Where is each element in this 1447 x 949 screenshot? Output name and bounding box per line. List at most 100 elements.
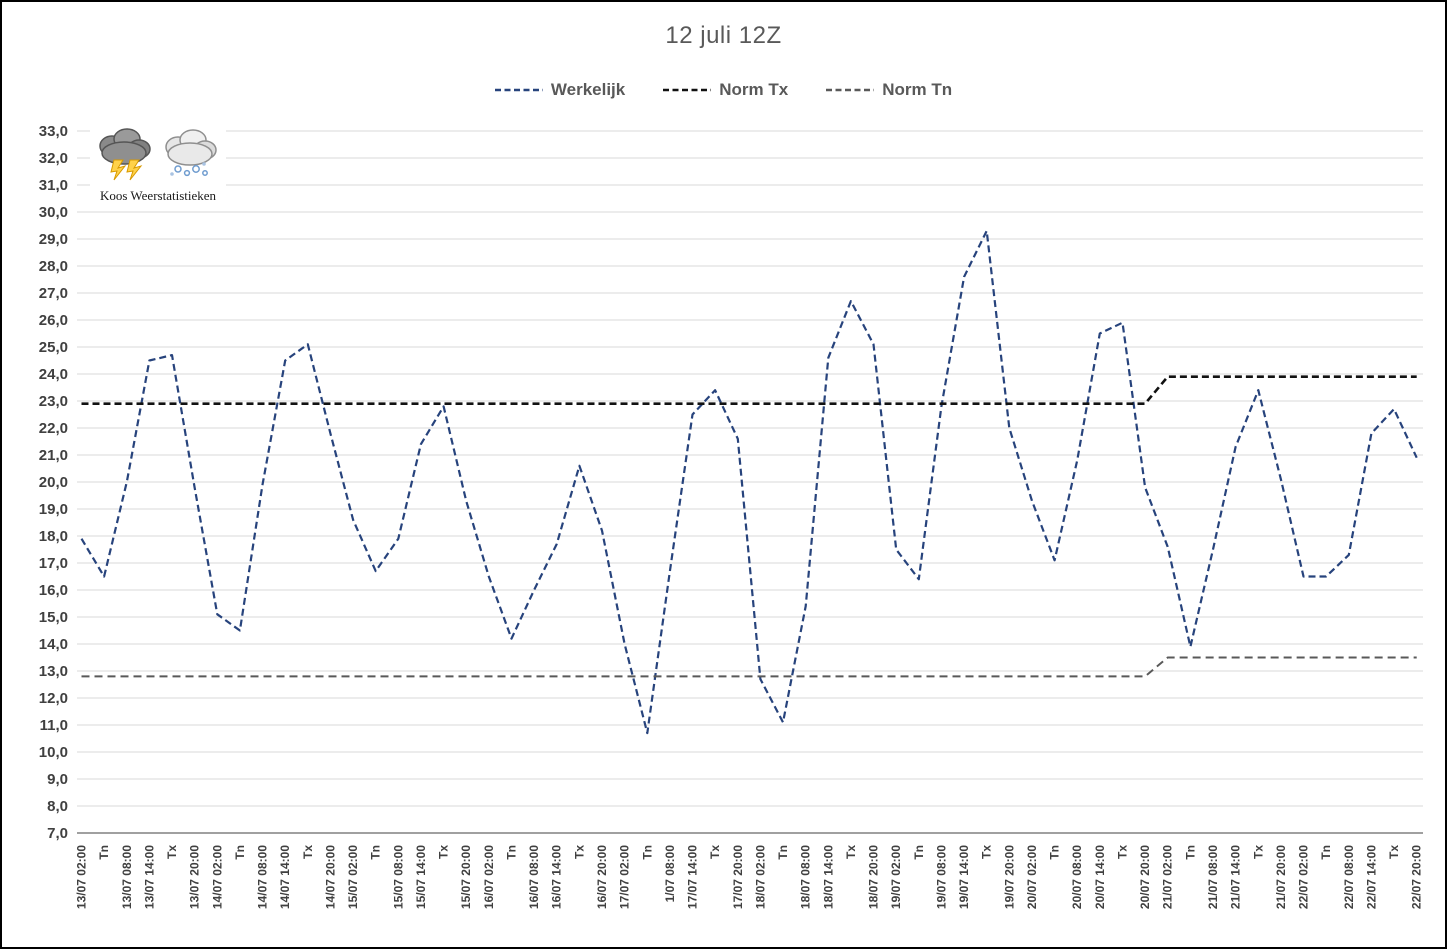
svg-text:13/07 14:00: 13/07 14:00 — [142, 845, 156, 909]
svg-text:17/07 20:00: 17/07 20:00 — [731, 845, 745, 909]
svg-text:20/07 08:00: 20/07 08:00 — [1070, 845, 1084, 909]
svg-text:16/07 20:00: 16/07 20:00 — [595, 845, 609, 909]
x-axis-labels: 13/07 02:00 Tn 13/07 08:00 13/07 14:00 Tx 13/… — [75, 845, 1424, 909]
svg-text:Tn: Tn — [1183, 845, 1197, 860]
y-axis-labels: 33,0 32,0 31,0 30,0 29,0 28,0 27,0 26,0 25,0 24,0… — [39, 123, 68, 842]
svg-text:Tx: Tx — [437, 845, 451, 859]
svg-text:15,0: 15,0 — [39, 609, 68, 626]
svg-text:Tn: Tn — [369, 845, 383, 860]
svg-text:15/07 08:00: 15/07 08:00 — [391, 845, 405, 909]
svg-text:18/07 20:00: 18/07 20:00 — [867, 845, 881, 909]
svg-text:13/07 02:00: 13/07 02:00 — [75, 845, 89, 909]
norm-tn-line-swatch-icon — [826, 88, 875, 92]
svg-text:Tx: Tx — [1251, 845, 1265, 859]
legend-label-norm-tn: Norm Tn — [882, 80, 953, 99]
svg-text:21/07 08:00: 21/07 08:00 — [1206, 845, 1220, 909]
legend-label-werkelijk: Werkelijk — [550, 80, 626, 99]
svg-text:16/07 08:00: 16/07 08:00 — [527, 845, 541, 909]
svg-text:10,0: 10,0 — [39, 744, 68, 761]
werkelijk-line-swatch-icon — [494, 88, 543, 92]
storm-cloud-icon — [99, 128, 151, 181]
svg-text:14/07 20:00: 14/07 20:00 — [323, 845, 337, 909]
svg-text:Tn: Tn — [1048, 845, 1062, 860]
svg-text:Tn: Tn — [504, 845, 518, 860]
svg-text:14,0: 14,0 — [39, 636, 68, 653]
svg-text:Tn: Tn — [1319, 845, 1333, 860]
svg-text:20/07 20:00: 20/07 20:00 — [1138, 845, 1152, 909]
legend-item-norm-tx: Norm Tx — [663, 80, 788, 100]
svg-text:Tx: Tx — [572, 845, 586, 859]
series-line-norm-tx — [81, 375, 1417, 406]
svg-text:16/07 14:00: 16/07 14:00 — [550, 845, 564, 909]
svg-text:31,0: 31,0 — [39, 177, 68, 194]
svg-text:13/07 20:00: 13/07 20:00 — [188, 845, 202, 909]
svg-text:22,0: 22,0 — [39, 420, 68, 437]
snow-cloud-icon — [165, 129, 217, 177]
svg-text:25,0: 25,0 — [39, 339, 68, 356]
svg-text:29,0: 29,0 — [39, 231, 68, 248]
svg-text:19/07 14:00: 19/07 14:00 — [957, 845, 971, 909]
svg-text:27,0: 27,0 — [39, 285, 68, 302]
svg-text:14/07 14:00: 14/07 14:00 — [278, 845, 292, 909]
svg-text:17/07 14:00: 17/07 14:00 — [686, 845, 700, 909]
svg-text:28,0: 28,0 — [39, 258, 68, 275]
svg-text:23,0: 23,0 — [39, 393, 68, 410]
svg-text:20/07 14:00: 20/07 14:00 — [1093, 845, 1107, 909]
svg-text:15/07 20:00: 15/07 20:00 — [459, 845, 473, 909]
svg-text:18,0: 18,0 — [39, 528, 68, 545]
svg-text:9,0: 9,0 — [47, 771, 68, 788]
svg-text:12,0: 12,0 — [39, 690, 68, 707]
svg-text:22/07 02:00: 22/07 02:00 — [1297, 845, 1311, 909]
svg-text:30,0: 30,0 — [39, 204, 68, 221]
svg-text:Tx: Tx — [165, 845, 179, 859]
legend-item-norm-tn: Norm Tn — [826, 80, 952, 100]
svg-text:24,0: 24,0 — [39, 366, 68, 383]
svg-text:14/07 08:00: 14/07 08:00 — [256, 845, 270, 909]
svg-text:14/07 02:00: 14/07 02:00 — [210, 845, 224, 909]
svg-text:16,0: 16,0 — [39, 582, 68, 599]
svg-text:17/07 02:00: 17/07 02:00 — [618, 845, 632, 909]
legend-label-norm-tx: Norm Tx — [719, 80, 789, 99]
svg-text:Tx: Tx — [980, 845, 994, 859]
chart-title: 12 juli 12Z — [665, 22, 782, 49]
series-line-norm-tn — [81, 656, 1417, 678]
svg-text:17,0: 17,0 — [39, 555, 68, 572]
svg-text:15/07 02:00: 15/07 02:00 — [346, 845, 360, 909]
svg-text:Tn: Tn — [776, 845, 790, 860]
norm-tx-line-swatch-icon — [663, 88, 712, 92]
svg-text:Tn: Tn — [640, 845, 654, 860]
legend-item-werkelijk: Werkelijk — [494, 80, 626, 100]
svg-text:Tx: Tx — [708, 845, 722, 859]
svg-text:Tn: Tn — [912, 845, 926, 860]
svg-text:21,0: 21,0 — [39, 447, 68, 464]
svg-text:11,0: 11,0 — [40, 717, 68, 734]
svg-text:18/07 14:00: 18/07 14:00 — [821, 845, 835, 909]
branding-text: Koos Weerstatistieken — [99, 188, 217, 203]
svg-text:22/07 08:00: 22/07 08:00 — [1342, 845, 1356, 909]
svg-text:Tx: Tx — [1387, 845, 1401, 859]
svg-text:8,0: 8,0 — [47, 798, 68, 815]
branding-logo: Koos Weerstatistieken — [90, 126, 226, 210]
svg-text:22/07 20:00: 22/07 20:00 — [1410, 845, 1424, 909]
svg-text:19,0: 19,0 — [39, 501, 68, 518]
svg-text:Tn: Tn — [233, 845, 247, 860]
gridlines — [77, 130, 1423, 834]
svg-text:33,0: 33,0 — [39, 123, 68, 140]
svg-text:1/07 08:00: 1/07 08:00 — [663, 845, 677, 903]
svg-text:Tx: Tx — [301, 845, 315, 859]
svg-text:13,0: 13,0 — [39, 663, 68, 680]
svg-text:26,0: 26,0 — [39, 312, 68, 329]
svg-text:18/07 08:00: 18/07 08:00 — [799, 845, 813, 909]
logo-cloud-icons — [90, 126, 226, 182]
svg-text:19/07 20:00: 19/07 20:00 — [1002, 845, 1016, 909]
svg-text:15/07 14:00: 15/07 14:00 — [414, 845, 428, 909]
svg-text:20,0: 20,0 — [39, 474, 68, 491]
svg-text:21/07 20:00: 21/07 20:00 — [1274, 845, 1288, 909]
chart-legend: Werkelijk Norm Tx Norm Tn — [2, 80, 1445, 100]
svg-text:13/07 08:00: 13/07 08:00 — [120, 845, 134, 909]
svg-text:Tn: Tn — [97, 845, 111, 860]
svg-text:21/07 14:00: 21/07 14:00 — [1229, 845, 1243, 909]
svg-text:7,0: 7,0 — [47, 825, 68, 842]
